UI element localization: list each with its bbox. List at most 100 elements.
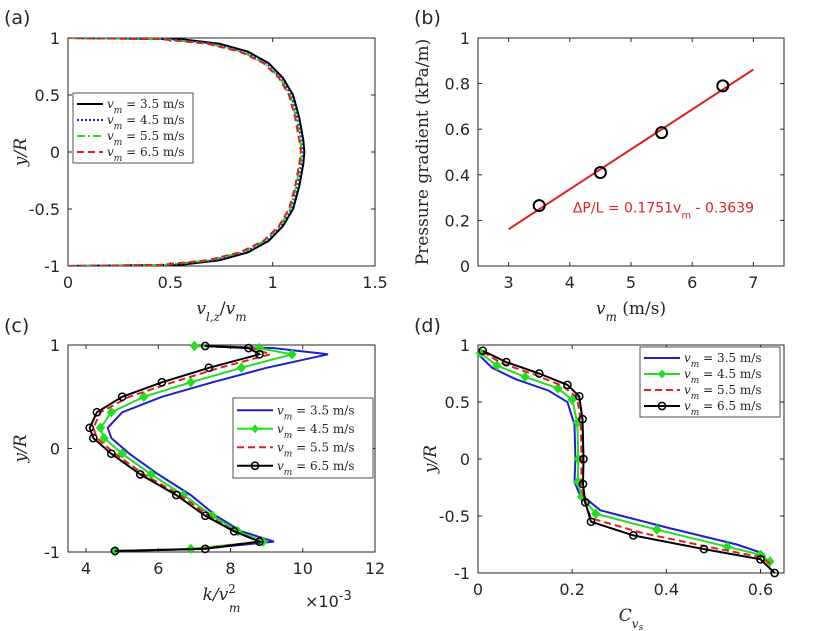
series-marker	[88, 433, 98, 443]
series-marker	[287, 349, 297, 360]
x-tick-label: 0	[473, 580, 483, 599]
series-line-4	[482, 349, 776, 573]
legend-label: vm = 5.5 m/s	[684, 383, 762, 402]
x-axis-label: k/v2 m	[203, 582, 241, 615]
y-tick-label: -0.5	[29, 200, 60, 219]
data-point	[716, 79, 730, 93]
series-marker	[135, 470, 145, 479]
fit-equation: ΔP/L = 0.1751vm - 0.3639	[573, 200, 754, 221]
series-marker	[139, 391, 149, 403]
legend-label: vm = 3.5 m/s	[684, 351, 762, 370]
x-tick-label: 0.2	[559, 580, 584, 599]
series-marker	[189, 340, 200, 352]
legend-marker	[250, 461, 260, 471]
legend-label: vm = 3.5 m/s	[107, 97, 185, 116]
series-marker	[578, 479, 588, 489]
panel-label: (b)	[414, 7, 441, 29]
legend-label: vm = 4.5 m/s	[277, 422, 355, 441]
y-tick-label: 0.4	[445, 166, 470, 185]
y-tick-label: 0	[50, 440, 60, 459]
series-line-1	[68, 38, 306, 266]
series-marker	[534, 369, 544, 378]
y-tick-label: -1	[44, 543, 60, 562]
x-tick-label: 0.5	[158, 273, 183, 292]
series-line-3	[92, 345, 274, 552]
y-axis-label: Pressure gradient (kPa/m)	[413, 39, 433, 266]
series-marker	[85, 423, 95, 433]
series-marker	[204, 363, 214, 373]
legend-label: vm = 5.5 m/s	[107, 129, 185, 148]
y-tick-label: 0.2	[445, 211, 470, 230]
series-marker	[652, 524, 662, 535]
series-marker	[110, 546, 120, 556]
data-point	[655, 126, 669, 140]
fit-line	[508, 68, 754, 231]
series-line-4	[68, 38, 302, 266]
series-marker	[563, 380, 572, 390]
x-tick-label: 12	[365, 559, 385, 578]
series-marker	[95, 422, 106, 434]
y-tick-label: -1	[454, 564, 470, 583]
x-tick-label: 10	[293, 559, 313, 578]
legend-marker	[657, 401, 667, 411]
legend-label: vm = 3.5 m/s	[277, 403, 355, 422]
x-tick-label: 6	[153, 559, 163, 578]
legend-label: vm = 6.5 m/s	[107, 145, 185, 164]
series-marker	[699, 544, 709, 554]
y-tick-label: 0.5	[445, 393, 470, 412]
series-marker	[200, 544, 210, 554]
x-axis-label: vm (m/s)	[596, 299, 666, 324]
series-marker	[172, 490, 181, 500]
series-marker	[770, 568, 779, 578]
series-marker	[117, 392, 127, 402]
series-marker	[478, 346, 488, 356]
x-tick-label: 0.6	[748, 580, 773, 599]
y-tick-label: 0.5	[35, 86, 60, 105]
y-tick-label: 0	[460, 450, 470, 469]
legend-label: vm = 4.5 m/s	[107, 113, 185, 132]
x-tick-label: 3	[504, 273, 514, 292]
legend-label: vm = 4.5 m/s	[684, 367, 762, 386]
legend: vm = 3.5 m/svm = 4.5 m/svm = 5.5 m/svm =…	[639, 346, 781, 418]
y-tick-label: -0.5	[439, 507, 470, 526]
legend-box	[232, 397, 374, 479]
y-tick-label: -1	[44, 257, 60, 276]
legend: vm = 3.5 m/svm = 4.5 m/svm = 5.5 m/svm =…	[232, 397, 374, 479]
series-marker	[580, 497, 590, 507]
legend-label: vm = 6.5 m/s	[277, 459, 355, 478]
series-marker	[765, 556, 775, 567]
series-marker	[106, 407, 117, 418]
series-marker	[106, 449, 116, 459]
y-tick-label: 0.8	[445, 75, 470, 94]
series-marker	[200, 511, 210, 521]
data-point	[593, 166, 607, 180]
series-line-1	[106, 345, 329, 552]
series-marker	[244, 343, 253, 353]
x-exponent-label: ×10-3	[305, 589, 352, 612]
x-tick-label: 6	[687, 273, 697, 292]
series-marker	[255, 537, 264, 547]
panel-label: (c)	[4, 315, 29, 337]
axes-box	[477, 37, 785, 267]
legend-marker	[658, 369, 666, 379]
series-line-4	[88, 345, 264, 552]
series-marker	[92, 407, 102, 417]
series-marker	[117, 448, 127, 459]
series-marker	[492, 360, 502, 371]
panel-4: (d) 0 0.2 0.4 0.6 -1 -0.5 0 0.5 1 Cvs y/R vm = 3.5 m…	[414, 315, 785, 631]
series-line-2	[479, 352, 771, 563]
x-tick-label: 5	[626, 273, 636, 292]
x-axis-label: Cvs	[619, 606, 644, 631]
series-marker	[255, 349, 264, 359]
series-marker	[574, 391, 584, 401]
x-tick-label: 0	[63, 273, 73, 292]
panel-2: (b) 3 4 5 6 7 0 0.2 0.4 0.6 0.8 1 vm (m/s) Pressure g…	[413, 7, 785, 324]
legend: vm = 3.5 m/svm = 4.5 m/svm = 5.5 m/svm =…	[72, 92, 194, 164]
y-tick-label: 1	[50, 336, 60, 355]
y-axis-label: y/R	[421, 445, 441, 474]
series-marker	[579, 454, 588, 464]
y-axis-label: y/R	[11, 434, 31, 463]
panel-label: (d)	[414, 315, 441, 337]
